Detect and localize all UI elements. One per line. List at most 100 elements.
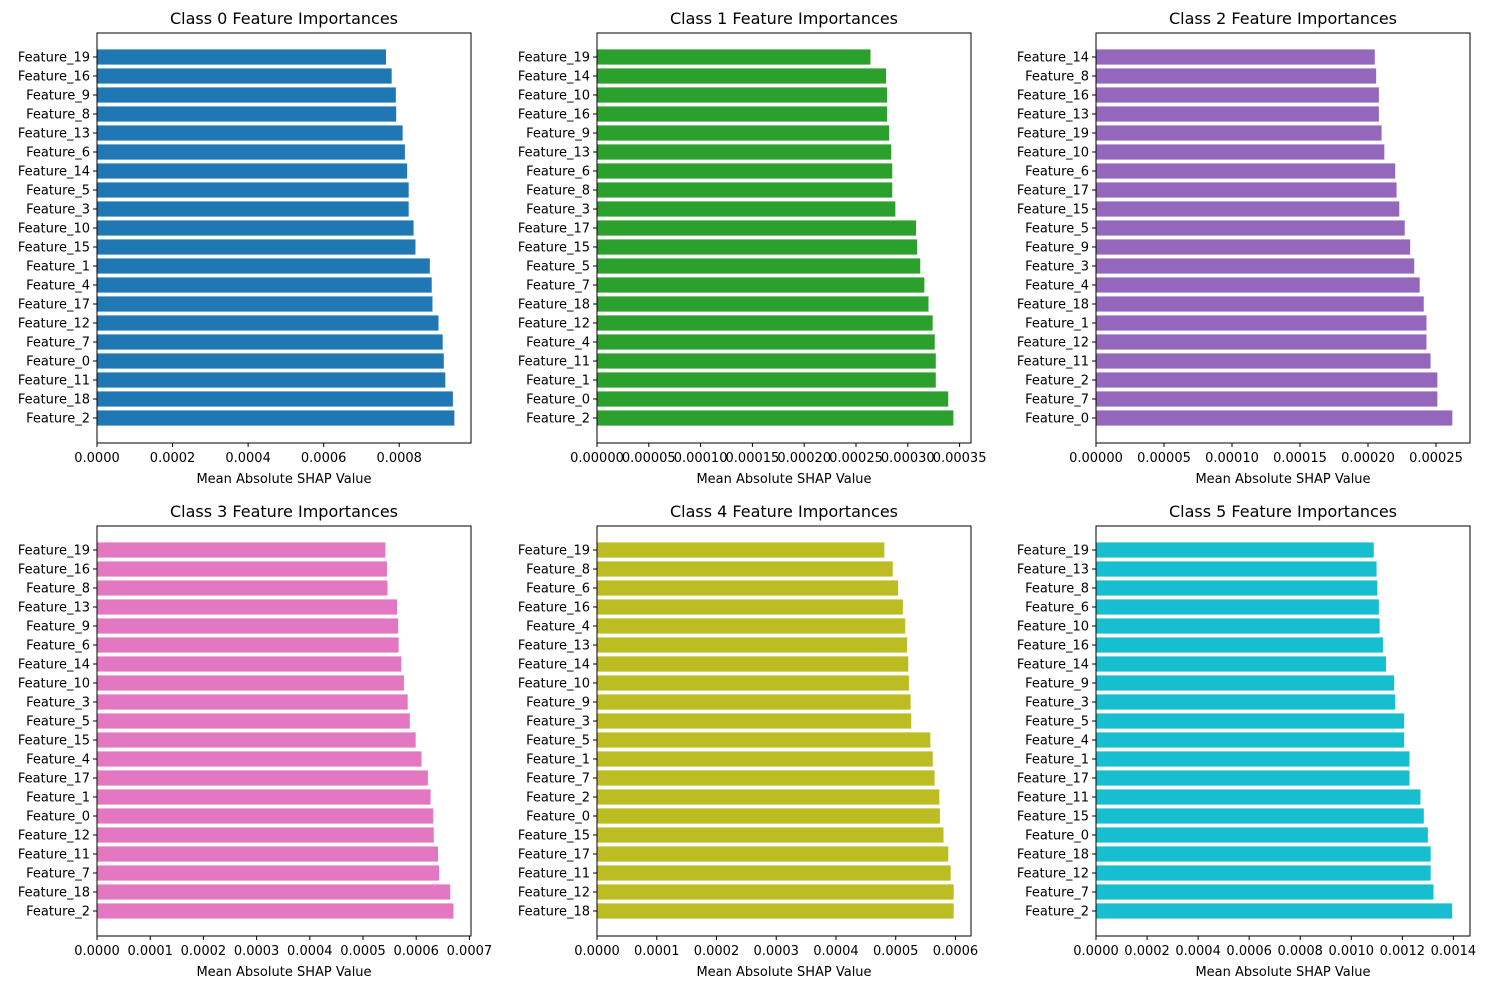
x-axis-label: Mean Absolute SHAP Value [196,965,371,980]
x-tick-label: 0.00020 [1341,451,1395,466]
bar-feature-9 [1096,675,1395,691]
y-tick-label: Feature_10 [1017,620,1089,635]
y-tick-label: Feature_8 [526,563,590,578]
bar-feature-6 [1096,599,1379,615]
bar-feature-9 [597,694,911,710]
x-axis-label: Mean Absolute SHAP Value [696,472,871,487]
bar-feature-18 [1096,846,1431,862]
y-tick-label: Feature_6 [526,165,590,180]
y-tick-label: Feature_4 [1025,734,1089,749]
bar-feature-5 [597,732,931,748]
bar-feature-11 [1096,353,1431,369]
y-tick-label: Feature_18 [1017,298,1089,313]
y-tick-label: Feature_13 [1017,108,1089,123]
bar-feature-1 [97,789,431,805]
x-tick-label: 0.00000 [1069,451,1123,466]
y-tick-label: Feature_0 [26,355,90,370]
y-tick-label: Feature_12 [18,317,90,332]
bar-feature-18 [597,903,954,919]
y-tick-label: Feature_9 [26,89,90,104]
y-tick-label: Feature_11 [1017,355,1089,370]
y-tick-label: Feature_5 [526,734,590,749]
x-tick-label: 0.0010 [1329,944,1375,959]
x-tick-label: 0.0001 [127,944,173,959]
y-tick-label: Feature_8 [26,582,90,597]
y-tick-label: Feature_9 [526,127,590,142]
y-tick-label: Feature_4 [526,336,590,351]
bar-feature-11 [97,846,439,862]
bar-feature-8 [597,182,893,198]
bar-feature-0 [1096,827,1428,843]
bar-feature-6 [1096,163,1396,179]
y-tick-label: Feature_10 [1017,146,1089,161]
bar-feature-0 [97,808,434,824]
bar-feature-6 [97,144,405,160]
bar-feature-8 [597,561,893,577]
y-tick-label: Feature_5 [1025,715,1089,730]
x-tick-label: 0.0006 [301,451,347,466]
bar-feature-16 [1096,637,1383,653]
x-tick-label: 0.0002 [1124,944,1170,959]
bar-feature-12 [97,827,434,843]
bar-feature-2 [597,410,954,426]
y-tick-label: Feature_18 [518,905,590,920]
y-tick-label: Feature_18 [518,298,590,313]
y-tick-label: Feature_2 [526,791,590,806]
y-tick-label: Feature_1 [26,791,90,806]
bar-feature-18 [1096,296,1424,312]
y-tick-label: Feature_6 [526,582,590,597]
y-tick-label: Feature_3 [1025,260,1089,275]
x-tick-label: 0.0006 [933,944,979,959]
y-tick-label: Feature_4 [1025,279,1089,294]
bar-feature-19 [97,542,386,558]
bar-feature-5 [97,713,410,729]
y-tick-label: Feature_13 [1017,563,1089,578]
bar-feature-7 [97,865,440,881]
bar-feature-17 [1096,182,1397,198]
bar-feature-5 [97,182,409,198]
y-tick-label: Feature_18 [18,393,90,408]
bar-feature-17 [1096,770,1410,786]
x-axis-label: Mean Absolute SHAP Value [696,965,871,980]
y-tick-label: Feature_7 [1025,886,1089,901]
x-tick-label: 0.00010 [674,451,728,466]
chart-title: Class 2 Feature Importances [1169,9,1397,28]
y-tick-label: Feature_16 [518,601,590,616]
y-tick-label: Feature_16 [518,108,590,123]
x-tick-label: 0.0004 [813,944,859,959]
bar-feature-13 [97,599,398,615]
bar-feature-1 [1096,315,1427,331]
y-tick-label: Feature_7 [526,279,590,294]
bar-feature-6 [97,637,399,653]
bar-feature-4 [1096,732,1405,748]
bar-feature-13 [597,637,908,653]
bar-feature-4 [597,334,935,350]
bar-feature-14 [597,656,909,672]
bar-feature-8 [1096,68,1377,84]
x-tick-label: 0.00000 [570,451,624,466]
y-tick-label: Feature_6 [1025,601,1089,616]
bar-feature-12 [97,315,439,331]
x-tick-label: 0.0006 [1226,944,1272,959]
bar-feature-8 [1096,580,1378,596]
bar-feature-8 [97,580,388,596]
bar-feature-10 [597,675,909,691]
y-tick-label: Feature_15 [1017,203,1089,218]
bar-feature-11 [1096,789,1421,805]
x-tick-label: 0.0004 [225,451,271,466]
bar-feature-9 [97,618,399,634]
y-tick-label: Feature_8 [26,108,90,123]
y-tick-label: Feature_3 [526,203,590,218]
y-tick-label: Feature_11 [18,848,90,863]
y-tick-label: Feature_19 [518,544,590,559]
bar-feature-19 [97,49,386,65]
x-tick-label: 0.0005 [340,944,386,959]
y-tick-label: Feature_15 [1017,810,1089,825]
bar-feature-3 [597,201,896,217]
chart-title: Class 4 Feature Importances [670,502,898,521]
bar-feature-8 [97,106,397,122]
bar-feature-12 [597,884,954,900]
y-tick-label: Feature_1 [526,753,590,768]
x-axis-label: Mean Absolute SHAP Value [1195,965,1370,980]
